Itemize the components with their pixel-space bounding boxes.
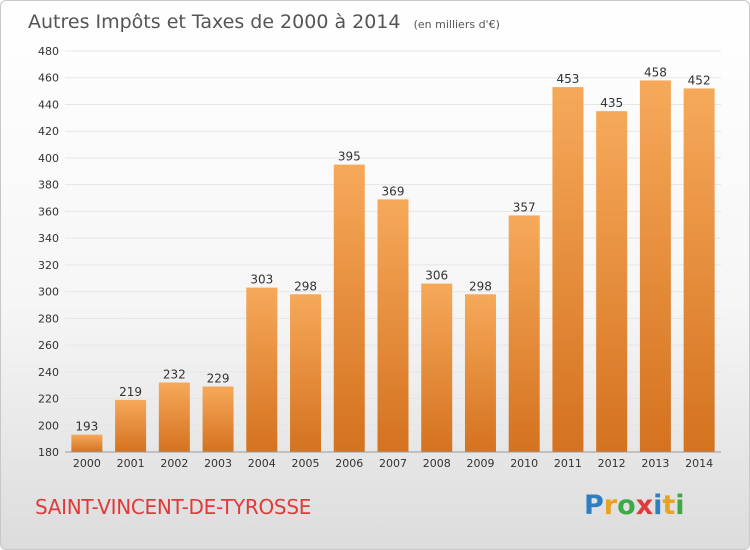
chart-title: Autres Impôts et Taxes de 2000 à 2014 (e…	[28, 11, 500, 33]
bar-2006	[333, 164, 365, 452]
x-tick-label-2006: 2006	[335, 457, 363, 470]
bar-2000	[71, 434, 103, 452]
y-tick-label: 280	[38, 312, 59, 325]
logo-letter: i	[653, 490, 663, 521]
logo-letter: t	[662, 490, 676, 521]
proxiti-logo: Proxiti	[584, 490, 685, 521]
data-label-2013: 458	[644, 65, 667, 79]
x-tick-label-2007: 2007	[379, 457, 407, 470]
chart-title-unit: (en milliers d'€)	[414, 18, 500, 31]
bar-2010	[508, 215, 540, 452]
data-label-2000: 193	[75, 420, 98, 434]
bar-2008	[421, 283, 453, 452]
data-label-2009: 298	[469, 279, 492, 293]
x-tick-label-2010: 2010	[510, 457, 538, 470]
city-name: SAINT-VINCENT-DE-TYROSSE	[35, 495, 312, 519]
bar-2005	[290, 294, 322, 452]
y-tick-label: 260	[38, 339, 59, 352]
y-tick-label: 460	[38, 72, 59, 85]
x-tick-label-2004: 2004	[248, 457, 276, 470]
x-tick-label-2011: 2011	[554, 457, 582, 470]
bar-2011	[552, 87, 584, 452]
y-tick-label: 440	[38, 98, 59, 111]
data-label-2005: 298	[294, 279, 317, 293]
y-tick-label: 320	[38, 259, 59, 272]
x-tick-label-2009: 2009	[466, 457, 494, 470]
data-label-2006: 395	[338, 150, 361, 164]
y-axis-ticks: 180 200 220 240 260 280 300 320 340 360 380 400 420 4…	[38, 45, 59, 459]
bar-2004	[246, 287, 278, 452]
x-tick-label-2008: 2008	[423, 457, 451, 470]
logo-letter: r	[603, 490, 618, 521]
y-tick-label: 480	[38, 45, 59, 58]
data-label-2014: 452	[688, 73, 711, 87]
y-tick-label: 220	[38, 393, 59, 406]
logo-letter: i	[675, 490, 685, 521]
x-tick-label-2002: 2002	[160, 457, 188, 470]
y-tick-label: 240	[38, 366, 59, 379]
y-tick-label: 200	[38, 419, 59, 432]
data-label-2002: 232	[163, 367, 186, 381]
y-tick-label: 180	[38, 446, 59, 459]
data-label-2007: 369	[382, 184, 405, 198]
data-label-2001: 219	[119, 385, 142, 399]
x-tick-label-2014: 2014	[685, 457, 713, 470]
bar-2014	[683, 88, 715, 452]
chart-title-main: Autres Impôts et Taxes de 2000 à 2014	[28, 11, 401, 33]
bar-2013	[639, 80, 671, 452]
logo-letter: o	[617, 490, 636, 521]
y-tick-label: 360	[38, 205, 59, 218]
bar-2002	[158, 382, 190, 452]
data-label-2011: 453	[556, 72, 579, 86]
bar-2009	[464, 294, 496, 452]
bar-2003	[202, 386, 234, 452]
data-label-2004: 303	[250, 273, 273, 287]
x-tick-label-2001: 2001	[117, 457, 145, 470]
x-tick-label-2013: 2013	[641, 457, 669, 470]
logo-letter: P	[584, 490, 604, 521]
bar-2012	[596, 111, 628, 453]
data-label-2008: 306	[425, 269, 448, 283]
bars	[71, 80, 715, 453]
x-tick-label-2000: 2000	[73, 457, 101, 470]
x-tick-label-2005: 2005	[292, 457, 320, 470]
data-label-2012: 435	[600, 96, 623, 110]
x-axis-ticks: 2000 2001 2002 2003 2004 2005 2006 2007 2008 2009…	[73, 457, 713, 470]
data-label-2010: 357	[513, 200, 536, 214]
data-labels: 193 219 232 229 303 298 395 369 306 298 357 453 435 4…	[75, 65, 710, 433]
y-tick-label: 300	[38, 286, 59, 299]
bar-2007	[377, 199, 409, 452]
x-tick-label-2003: 2003	[204, 457, 232, 470]
data-label-2003: 229	[207, 372, 230, 386]
bar-2001	[115, 399, 147, 452]
x-tick-label-2012: 2012	[598, 457, 626, 470]
y-tick-label: 420	[38, 125, 59, 138]
logo-letter: x	[635, 490, 654, 521]
y-tick-label: 380	[38, 179, 59, 192]
y-tick-label: 400	[38, 152, 59, 165]
y-tick-label: 340	[38, 232, 59, 245]
